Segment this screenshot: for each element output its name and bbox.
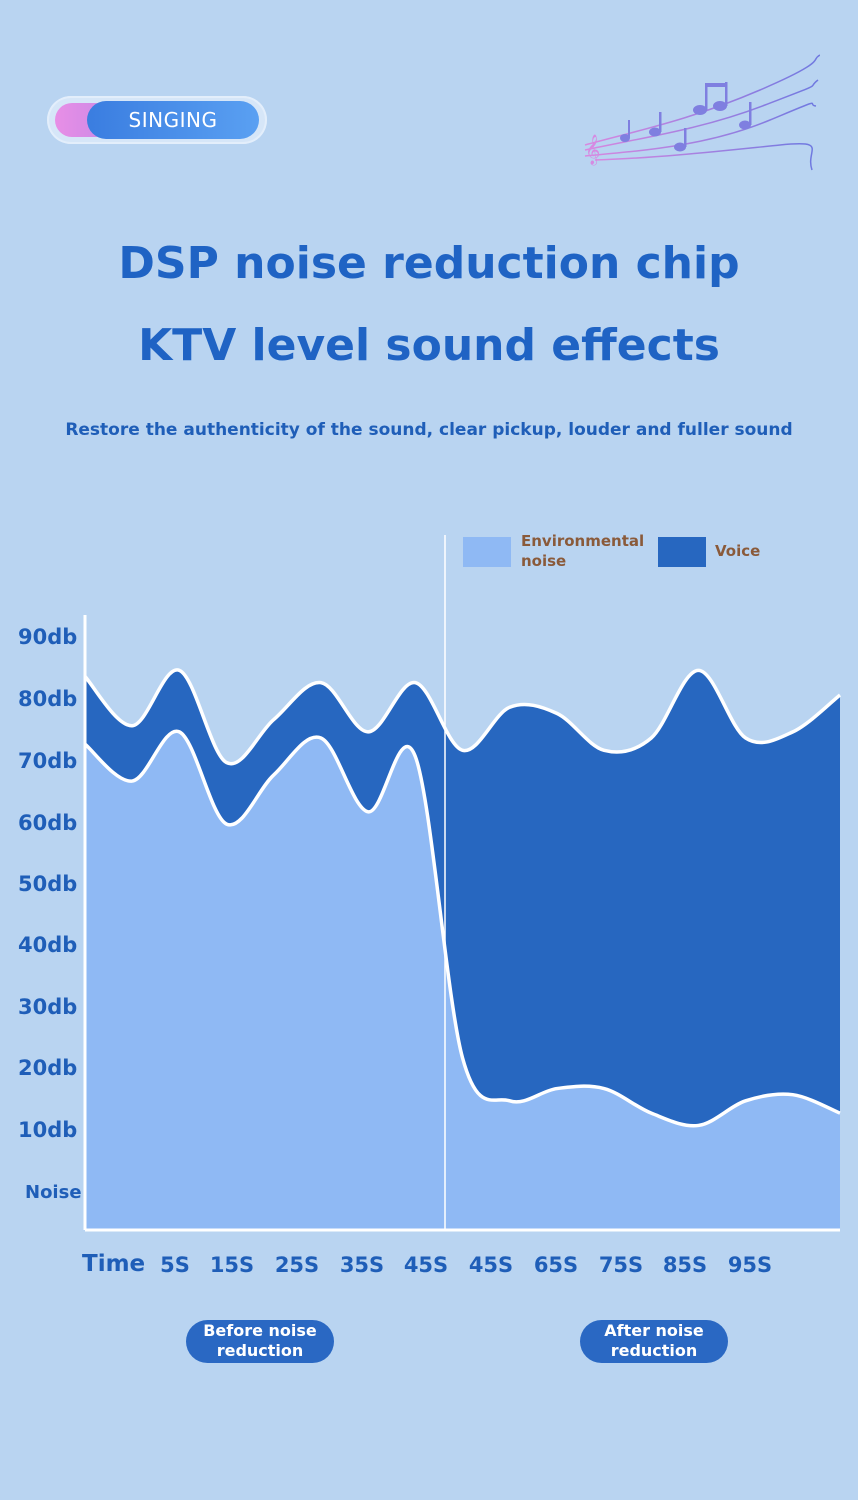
page-subtitle: Restore the authenticity of the sound, c… <box>65 420 793 440</box>
x-tick-label: 45S <box>403 1253 449 1277</box>
environmental-noise-line <box>83 729 841 1128</box>
music-notes-icon: 𝄞 <box>584 54 820 171</box>
page-title-line2: KTV level sound effects <box>138 320 720 371</box>
y-tick-label: 40db <box>18 933 78 957</box>
x-tick-label: 85S <box>662 1253 708 1277</box>
x-tick-label: 65S <box>533 1253 579 1277</box>
voice-line <box>83 668 842 766</box>
badge-label: SINGING <box>87 101 259 139</box>
after-noise-reduction-badge: After noise reduction <box>580 1320 728 1363</box>
y-tick-label: 10db <box>18 1118 78 1142</box>
legend-swatch-environmental-noise <box>463 537 511 567</box>
x-tick-label: 25S <box>274 1253 320 1277</box>
x-tick-label: 15S <box>209 1253 255 1277</box>
y-tick-label: 70db <box>18 749 78 773</box>
legend-label-voice: Voice <box>715 542 761 560</box>
environmental-noise-area <box>85 731 840 1230</box>
svg-text:𝄞: 𝄞 <box>585 134 600 166</box>
x-tick-label: 5S <box>160 1253 190 1277</box>
x-axis-title: Time <box>82 1251 146 1277</box>
y-tick-label: 90db <box>18 625 78 649</box>
y-tick-label: 50db <box>18 872 78 896</box>
x-tick-label: 35S <box>339 1253 385 1277</box>
legend-label-environmental-noise: Environmental noise <box>521 532 645 570</box>
y-tick-label: 20db <box>18 1056 78 1080</box>
y-tick-label: 30db <box>18 995 78 1019</box>
before-noise-reduction-badge: Before noise reduction <box>186 1320 334 1363</box>
legend-swatch-voice <box>658 537 706 567</box>
x-tick-label: 75S <box>598 1253 644 1277</box>
x-tick-label: 45S <box>468 1253 514 1277</box>
y-tick-label: 80db <box>18 687 78 711</box>
y-tick-label-noise: Noise <box>25 1182 82 1203</box>
singing-badge: SINGING <box>47 96 267 144</box>
y-tick-label: 60db <box>18 811 78 835</box>
page-title-line1: DSP noise reduction chip <box>118 238 740 289</box>
x-tick-label: 95S <box>727 1253 773 1277</box>
